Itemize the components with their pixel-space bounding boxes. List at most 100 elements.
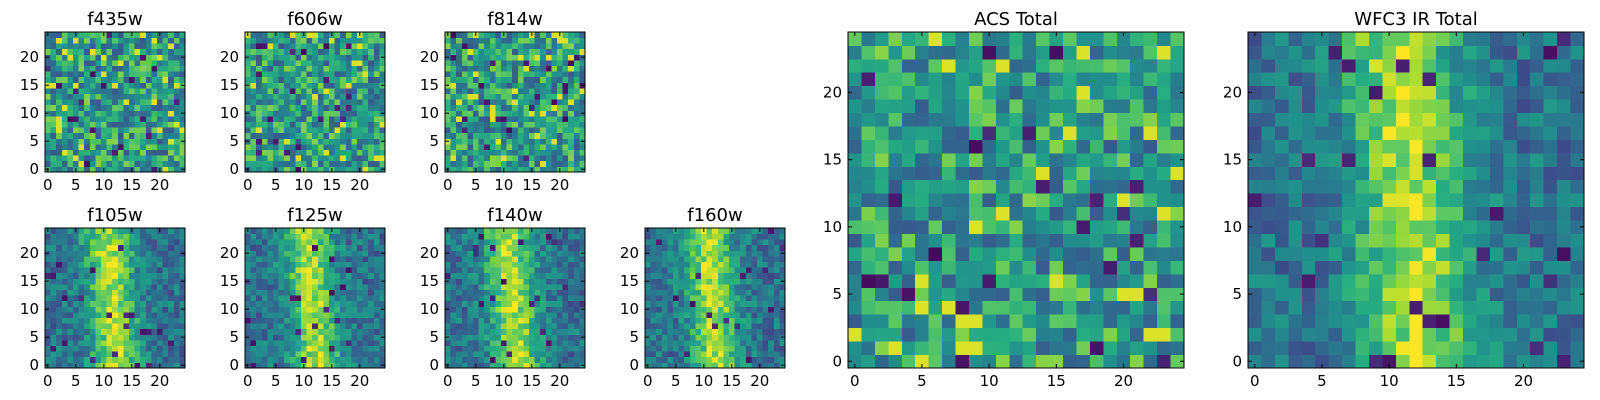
- heatmap-cell: [506, 295, 513, 302]
- heatmap-cell: [450, 60, 457, 66]
- heatmap-cell: [301, 43, 307, 50]
- heatmap-cell: [273, 116, 279, 122]
- heatmap-cell: [95, 278, 102, 285]
- heatmap-cell: [278, 306, 285, 313]
- heatmap-cell: [467, 116, 474, 122]
- heatmap-cell: [301, 93, 307, 100]
- heatmap-cell: [501, 284, 507, 290]
- heatmap-cell: [723, 228, 730, 234]
- heatmap-cell: [717, 300, 724, 307]
- heatmap-cell: [751, 250, 758, 257]
- heatmap-cell: [673, 317, 679, 324]
- heatmap-cell: [84, 99, 91, 106]
- heatmap-cell: [501, 160, 507, 167]
- heatmap-cell: [495, 37, 502, 44]
- heatmap-cell: [101, 239, 107, 246]
- heatmap-cell: [512, 267, 519, 274]
- heatmap-cell: [95, 104, 102, 111]
- heatmap-cell: [456, 362, 463, 369]
- heatmap-cell: [284, 239, 291, 246]
- heatmap-cell: [678, 289, 685, 296]
- heatmap-cell: [84, 272, 91, 279]
- heatmap-cell: [557, 132, 563, 139]
- heatmap-cell: [45, 88, 51, 94]
- heatmap-cell: [106, 345, 113, 352]
- heatmap-cell: [1130, 354, 1145, 369]
- heatmap-cell: [151, 334, 158, 341]
- heatmap-cell: [67, 284, 74, 290]
- heatmap-cell: [84, 261, 91, 268]
- heatmap-cell: [478, 65, 485, 72]
- heatmap-cell: [301, 256, 307, 262]
- heatmap-cell: [157, 317, 163, 324]
- heatmap-cell: [757, 267, 763, 274]
- heatmap-cell: [168, 144, 175, 150]
- heatmap-cell: [540, 317, 547, 324]
- heatmap-cell: [273, 54, 279, 61]
- heatmap-cell: [168, 323, 175, 330]
- heatmap-cell: [323, 239, 330, 246]
- heatmap-cell: [888, 314, 903, 329]
- heatmap-cell: [650, 278, 657, 285]
- heatmap-cell: [874, 152, 889, 167]
- heatmap-cell: [656, 261, 663, 268]
- heatmap-cell: [484, 256, 491, 262]
- heatmap-cell: [473, 272, 479, 279]
- heatmap-cell: [373, 312, 380, 318]
- heatmap-cell: [568, 37, 575, 44]
- heatmap-cell: [256, 362, 263, 369]
- heatmap-cell: [129, 256, 135, 262]
- heatmap-cell: [106, 244, 113, 251]
- heatmap-cell: [334, 256, 341, 262]
- heatmap-cell: [145, 284, 152, 290]
- heatmap-cell: [523, 239, 530, 246]
- heatmap-cell: [484, 149, 491, 156]
- heatmap-cell: [667, 362, 674, 369]
- heatmap-cell: [484, 289, 491, 296]
- heatmap-cell: [129, 356, 135, 363]
- heatmap-cell: [848, 314, 862, 329]
- heatmap-cell: [317, 362, 324, 369]
- heatmap-cell: [373, 60, 380, 66]
- heatmap-cell: [461, 32, 468, 38]
- x-tick-label: 0: [43, 372, 53, 390]
- heatmap-cell: [334, 278, 341, 285]
- heatmap-cell: [173, 116, 180, 122]
- heatmap-cell: [345, 267, 352, 274]
- heatmap-cell: [740, 256, 747, 262]
- heatmap-cell: [678, 244, 685, 251]
- heatmap-cell: [695, 244, 702, 251]
- heatmap-cell: [295, 37, 302, 44]
- heatmap-cell: [351, 48, 358, 55]
- heatmap-cell: [717, 278, 724, 285]
- heatmap-cell: [84, 362, 91, 369]
- heatmap-cell: [295, 323, 302, 330]
- heatmap-cell: [478, 267, 485, 274]
- subplot-title: f814w: [487, 9, 542, 30]
- heatmap-cell: [45, 267, 51, 274]
- heatmap-cell: [67, 261, 74, 268]
- heatmap-cell: [61, 312, 68, 318]
- heatmap-cell: [557, 323, 563, 330]
- heatmap-cell: [562, 233, 569, 240]
- heatmap-cell: [301, 284, 307, 290]
- heatmap-cell: [1130, 327, 1145, 342]
- heatmap-cell: [557, 54, 563, 61]
- heatmap-cell: [61, 345, 68, 352]
- heatmap-cell: [568, 166, 575, 173]
- heatmap-cell: [689, 317, 696, 324]
- heatmap-cell: [545, 356, 552, 363]
- heatmap-cell: [134, 71, 141, 78]
- heatmap-cell: [540, 43, 547, 50]
- heatmap-cell: [368, 362, 375, 369]
- heatmap-cell: [1089, 220, 1104, 234]
- heatmap-cell: [306, 121, 313, 128]
- heatmap-cell: [762, 351, 769, 358]
- heatmap-cell: [861, 287, 876, 302]
- heatmap-cell: [306, 132, 313, 139]
- heatmap-cell: [84, 328, 91, 335]
- heatmap-cell: [168, 340, 175, 346]
- heatmap-cell: [362, 60, 369, 66]
- heatmap-cell: [179, 261, 186, 268]
- heatmap-cell: [162, 328, 169, 335]
